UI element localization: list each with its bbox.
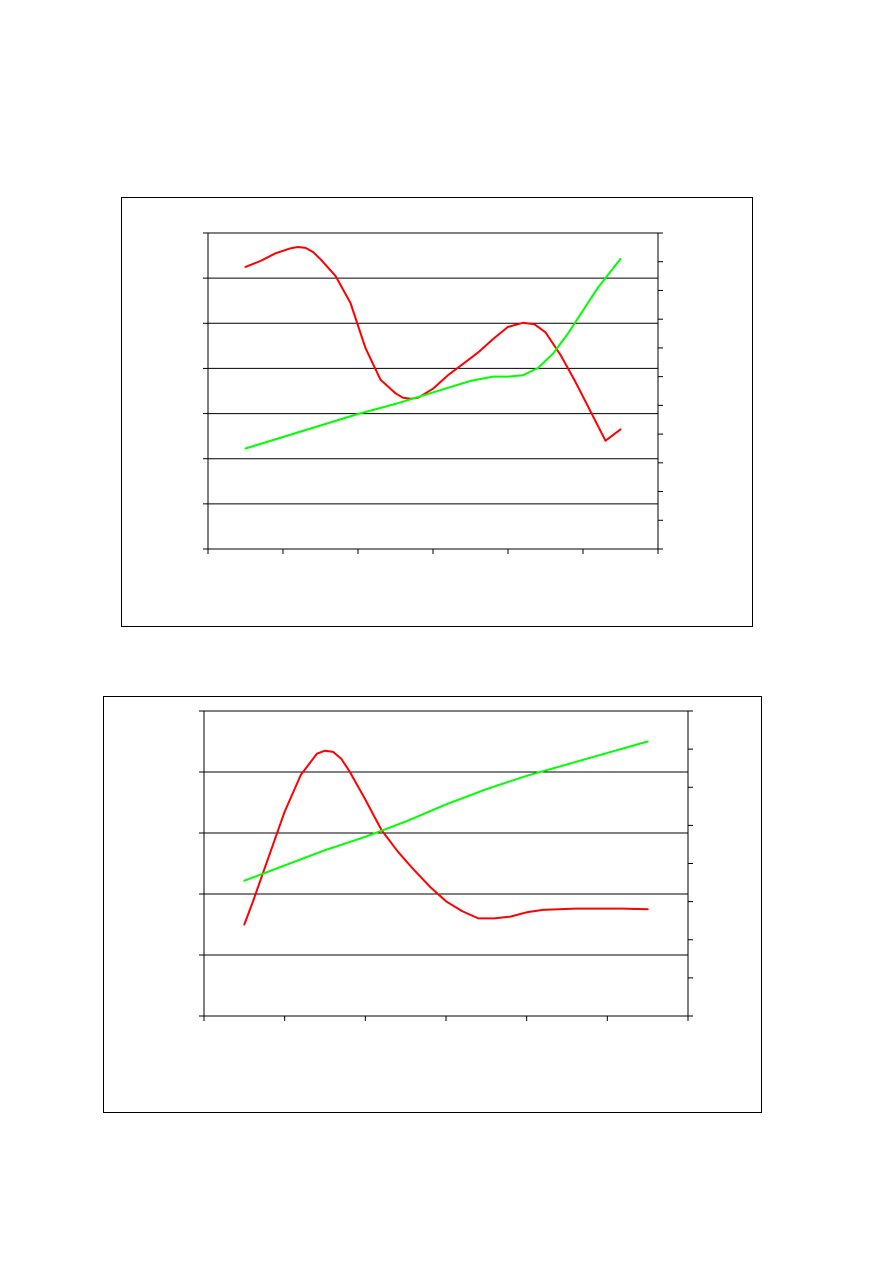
chart-2-frame bbox=[103, 696, 762, 1113]
series-line-1 bbox=[243, 749, 649, 926]
series-line-2 bbox=[243, 740, 649, 882]
chart-1-frame bbox=[121, 197, 753, 627]
series-line-2 bbox=[244, 257, 622, 450]
